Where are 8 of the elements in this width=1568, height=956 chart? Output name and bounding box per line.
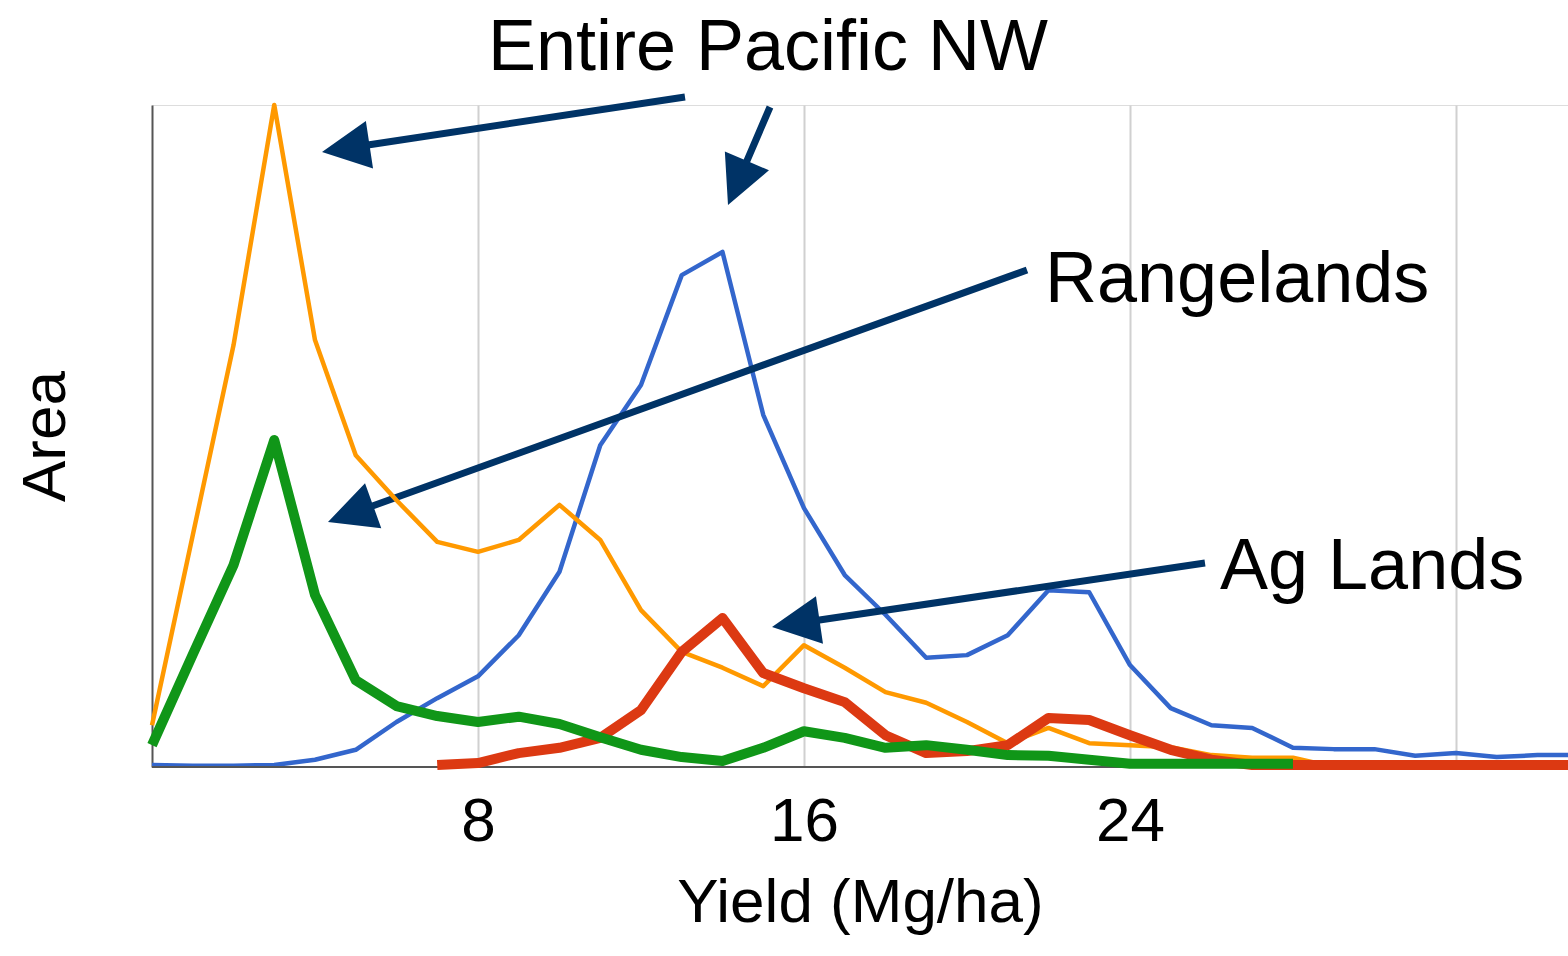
text: Entire Pacific NW — [487, 5, 1049, 85]
annotation: Ag Lands — [1220, 524, 1525, 604]
y-axis-title: Area — [8, 370, 78, 502]
x-tick-label: 16 — [769, 784, 839, 854]
x-axis-title: Yield (Mg/ha) — [677, 865, 1044, 935]
annotation: Rangelands — [1045, 237, 1430, 317]
x-tick-label: 8 — [461, 784, 496, 854]
x-tick-label: 24 — [1095, 784, 1165, 854]
